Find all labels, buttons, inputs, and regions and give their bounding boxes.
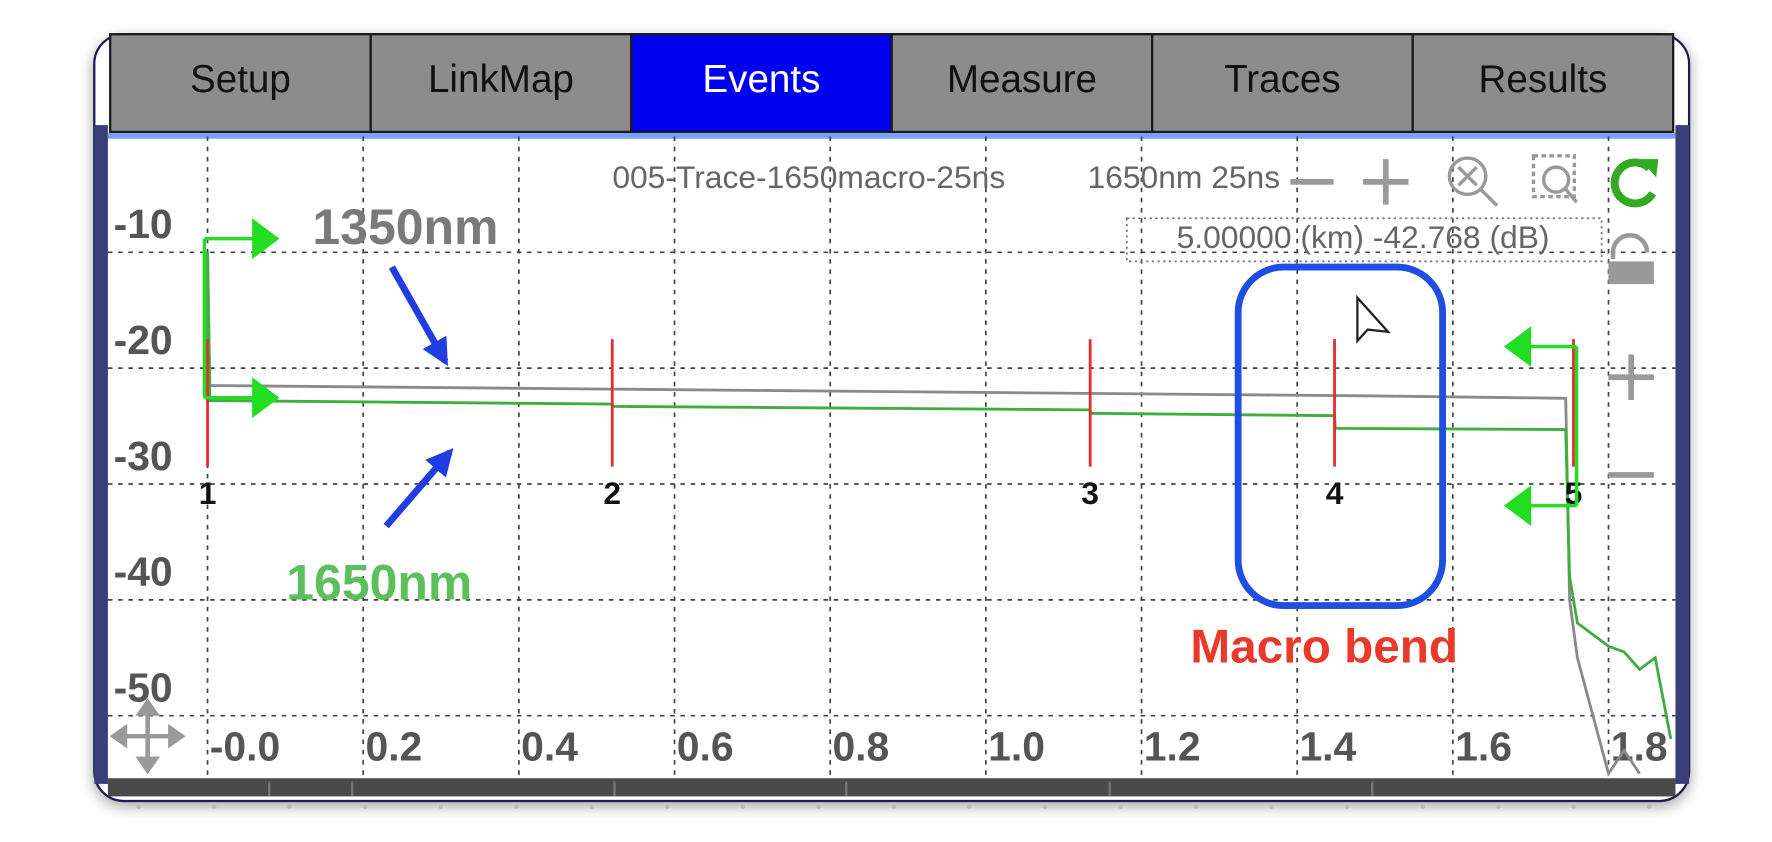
x-tick-label: 0.8 xyxy=(832,724,889,770)
dot xyxy=(816,804,821,809)
y-tick-label: -50 xyxy=(114,664,173,710)
dot xyxy=(1495,804,1501,809)
dots xyxy=(136,804,1652,809)
tab-label: Traces xyxy=(1224,58,1341,101)
highlight-box xyxy=(1234,263,1446,609)
legend-label: 1350nm xyxy=(312,199,498,255)
y-tick-label: -20 xyxy=(114,317,173,363)
end-marker xyxy=(1503,326,1579,527)
tab-background xyxy=(1411,33,1675,134)
plot: -10 -20 -30 -40 -50 -0.0 0.2 0.4 0.6 0.8 1.0 1.2 1.4… xyxy=(107,136,1676,779)
tab-label: LinkMap xyxy=(428,58,574,101)
dot xyxy=(513,804,519,809)
x-tick-label: 1.0 xyxy=(988,724,1045,770)
tab-label: Events xyxy=(702,58,820,101)
tab[interactable]: Traces xyxy=(1151,33,1414,134)
tab-background xyxy=(369,33,633,134)
subtitle: 1650nm 25ns xyxy=(1087,159,1280,195)
tab-label: Results xyxy=(1479,58,1608,101)
tab[interactable]: Events xyxy=(630,33,893,134)
x-tick-label: 0.6 xyxy=(677,724,734,770)
dot xyxy=(1420,804,1425,809)
dot xyxy=(891,804,897,809)
dot xyxy=(211,804,217,809)
toolbar xyxy=(1290,154,1659,478)
tab-label: Measure xyxy=(947,58,1097,101)
dot xyxy=(1118,804,1123,809)
x-tick-label: 1.2 xyxy=(1144,724,1201,770)
event-label: 2 xyxy=(603,475,621,511)
bottom-bar-dividers xyxy=(268,781,1374,797)
tab[interactable]: LinkMap xyxy=(369,33,633,134)
dot xyxy=(967,804,972,809)
start-marker xyxy=(202,218,280,419)
dot xyxy=(1193,804,1199,809)
tab-background xyxy=(1151,33,1414,134)
refresh-button[interactable] xyxy=(1610,158,1657,208)
dot xyxy=(740,804,746,809)
tab-label: Setup xyxy=(190,58,291,101)
pan-button[interactable] xyxy=(109,698,186,775)
x-tick-label: 1.8 xyxy=(1611,724,1668,770)
trace-line xyxy=(206,252,1673,740)
tab[interactable]: Results xyxy=(1411,33,1675,134)
tab-underline xyxy=(107,133,1676,139)
event-label: 1 xyxy=(199,475,217,511)
event-label: 3 xyxy=(1081,475,1099,511)
left-edge xyxy=(94,125,108,784)
dot xyxy=(1269,804,1274,809)
arrow xyxy=(388,265,449,367)
vertical-zoom-in-button[interactable] xyxy=(1608,354,1654,400)
zoom-in-button[interactable] xyxy=(1363,159,1409,205)
dot xyxy=(136,804,141,809)
x-tick-label: 0.2 xyxy=(365,724,422,770)
trace-title: 005-Trace-1650macro-25ns xyxy=(612,159,1005,195)
x-tick-label: 0.4 xyxy=(521,724,578,770)
tab[interactable]: Setup xyxy=(109,33,372,134)
traces xyxy=(206,252,1673,777)
y-tick-label: -10 xyxy=(114,201,173,247)
tab-bar: Setup LinkMap Events Measure Traces Results xyxy=(109,33,1675,134)
zoom-box-button[interactable] xyxy=(1531,154,1578,204)
readout-box xyxy=(1125,217,1603,263)
dot xyxy=(665,804,670,809)
dot xyxy=(589,804,595,809)
tab[interactable]: Measure xyxy=(890,33,1154,134)
y-tick-label: -30 xyxy=(114,433,173,479)
arrow xyxy=(383,448,454,529)
tab-background xyxy=(109,33,372,134)
dot xyxy=(438,804,443,809)
dot xyxy=(362,804,368,809)
lock-button[interactable] xyxy=(1608,233,1654,285)
tab-background xyxy=(890,33,1154,134)
event-label: 4 xyxy=(1326,475,1344,511)
x-tick-label: 1.4 xyxy=(1299,724,1356,770)
tab-background xyxy=(630,33,893,134)
x-tick-label: -0.0 xyxy=(210,724,280,770)
dot xyxy=(1647,804,1652,809)
legend-label: 1650nm xyxy=(286,554,472,610)
cursor-readout: 5.00000 (km) -42.768 (dB) xyxy=(1177,219,1550,255)
y-tick-label: -40 xyxy=(114,549,173,595)
window xyxy=(93,33,1691,803)
bottom-bar xyxy=(107,778,1676,797)
x-tick-label: 1.6 xyxy=(1455,724,1512,770)
dot xyxy=(287,804,292,809)
cursor xyxy=(1356,294,1391,344)
right-edge xyxy=(1675,125,1690,784)
dot xyxy=(1571,804,1577,809)
zoom-reset-button[interactable] xyxy=(1447,156,1499,207)
dot xyxy=(1344,804,1350,809)
dot xyxy=(1042,804,1048,809)
annotation: Macro bend xyxy=(1190,620,1458,673)
